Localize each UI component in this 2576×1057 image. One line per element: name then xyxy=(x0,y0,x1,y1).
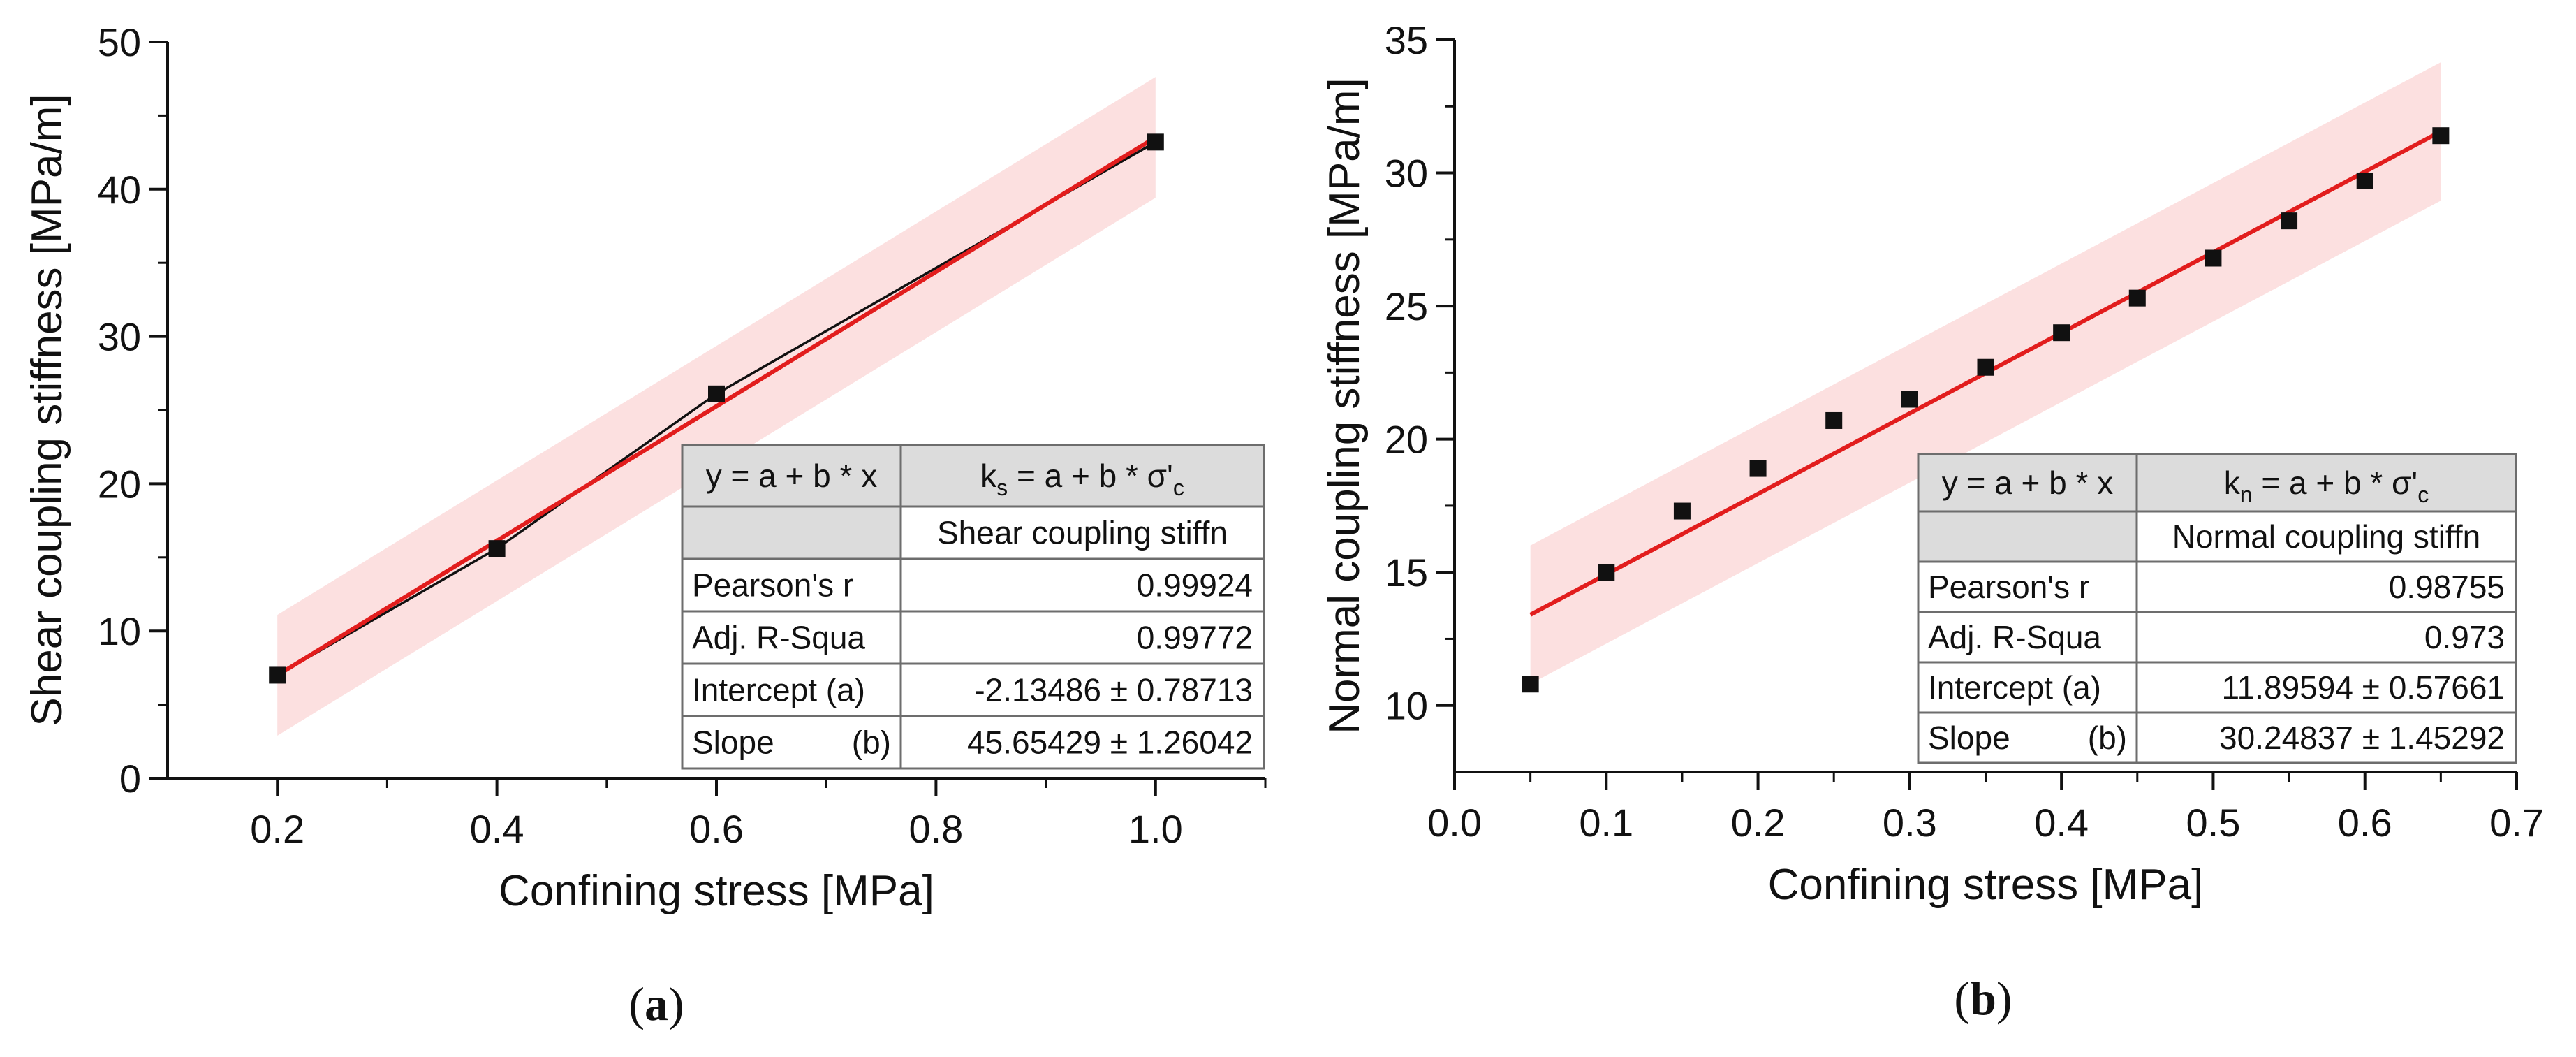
table-row-value: 0.99772 xyxy=(1137,620,1253,656)
table-row-label-suffix: (b) xyxy=(852,724,891,761)
x-tick-label: 0.2 xyxy=(250,807,304,851)
data-point xyxy=(2356,172,2373,189)
panel-label: (a) xyxy=(628,977,684,1030)
data-point xyxy=(2205,249,2222,267)
x-axis-title: Confining stress [MPa] xyxy=(1768,861,2204,909)
x-tick-label: 0.6 xyxy=(689,807,744,851)
table-row-label: Pearson's r xyxy=(692,567,853,604)
table-row-label-suffix: (b) xyxy=(2088,720,2127,756)
x-tick-label: 0.3 xyxy=(1883,801,1937,845)
y-tick-label: 20 xyxy=(1385,418,1428,462)
y-tick-label: 35 xyxy=(1385,18,1428,62)
data-point xyxy=(2281,212,2298,230)
data-point xyxy=(488,540,506,557)
equation-sigma-subscript: c xyxy=(1173,475,1184,500)
panel-label-open: ( xyxy=(1954,972,1970,1025)
y-tick-label: 30 xyxy=(98,315,141,359)
data-point xyxy=(2432,127,2450,145)
panel-label: (b) xyxy=(1954,972,2012,1025)
x-tick-label: 1.0 xyxy=(1128,807,1183,851)
x-tick-label: 0.8 xyxy=(908,807,963,851)
panel-label-close: ) xyxy=(1996,972,2012,1025)
table-row-label: Intercept (a) xyxy=(1928,669,2101,706)
x-tick-label: 0.4 xyxy=(2034,801,2089,845)
data-point xyxy=(1522,676,1539,693)
table-border xyxy=(681,444,1265,770)
table-row-value: 11.89594 ± 0.57661 xyxy=(2221,669,2505,706)
table-row-label: Adj. R-Squa xyxy=(692,620,865,656)
equation-sigma-subscript: c xyxy=(2417,482,2429,507)
x-tick-label: 0.6 xyxy=(2338,801,2392,845)
table-column-name: Normal coupling stiffn xyxy=(2172,518,2480,555)
x-tick-label: 0.5 xyxy=(2186,801,2240,845)
data-point xyxy=(1147,133,1164,151)
table-row-value: -2.13486 ± 0.78713 xyxy=(974,672,1253,708)
table-row-label: Slope xyxy=(692,724,774,761)
chart-panel-b: 0.0 0.1 0.2 0.3 0.4 0.5 0.6 0.7 10 15 20 25 30 35 Conf… xyxy=(1320,18,2544,1025)
table-model-equation: ks = a + b * σ'c xyxy=(980,458,1184,500)
equation-variable-subscript: n xyxy=(2240,482,2253,507)
y-tick-label: 30 xyxy=(1385,152,1428,196)
y-tick-label: 10 xyxy=(1385,684,1428,728)
x-tick-label: 0.1 xyxy=(1579,801,1633,845)
y-axis-title: Shear coupling stiffness [MPa/m] xyxy=(23,94,71,726)
table-row-label: Adj. R-Squa xyxy=(1928,619,2101,655)
table-row-value: 0.98755 xyxy=(2389,569,2505,605)
table-row-label: Slope xyxy=(1928,720,2010,756)
data-point xyxy=(1901,391,1918,408)
data-point xyxy=(2053,324,2070,342)
y-tick-label: 10 xyxy=(98,609,141,653)
data-point xyxy=(2128,289,2146,307)
data-point xyxy=(1673,502,1691,520)
table-row-value: 0.99924 xyxy=(1137,567,1253,604)
panel-label-letter: b xyxy=(1970,972,1996,1025)
y-tick-label: 15 xyxy=(1385,551,1428,595)
x-tick-label: 0.7 xyxy=(2489,801,2544,845)
equation-body: = a + b * σ' xyxy=(2253,465,2418,501)
fit-statistics-table: y = a + b * x kn = a + b * σ'c Normal coup… xyxy=(1917,453,2517,764)
panel-label-close: ) xyxy=(668,977,684,1030)
table-row-value: 0.973 xyxy=(2424,619,2505,655)
table-column-name: Shear coupling stiffn xyxy=(937,515,1228,551)
x-tick-label: 0.2 xyxy=(1731,801,1786,845)
panel-label-open: ( xyxy=(628,977,645,1030)
table-generic-equation: y = a + b * x xyxy=(706,458,877,494)
data-point xyxy=(1977,358,1994,376)
data-point xyxy=(1825,411,1843,429)
y-tick-label: 50 xyxy=(98,20,141,64)
y-tick-label: 40 xyxy=(98,168,141,212)
y-tick-label: 25 xyxy=(1385,284,1428,328)
table-row-label: Pearson's r xyxy=(1928,569,2089,605)
table-row-value: 30.24837 ± 1.45292 xyxy=(2219,720,2505,756)
table-model-equation: kn = a + b * σ'c xyxy=(2224,465,2429,507)
x-tick-label: 0.0 xyxy=(1427,801,1482,845)
chart-panel-a: 0.2 0.4 0.6 0.8 1.0 0 10 20 30 40 50 Confining stre… xyxy=(23,20,1267,1030)
table-border xyxy=(1917,453,2517,764)
y-tick-label: 0 xyxy=(119,757,141,801)
panel-label-letter: a xyxy=(645,977,668,1030)
table-generic-equation: y = a + b * x xyxy=(1942,465,2113,501)
x-tick-label: 0.4 xyxy=(470,807,524,851)
y-axis-title: Normal coupling stiffness [MPa/m] xyxy=(1320,78,1369,734)
equation-variable-subscript: s xyxy=(996,475,1008,500)
y-tick-label: 20 xyxy=(98,462,141,506)
equation-body: = a + b * σ' xyxy=(1008,458,1173,494)
table-column-name-bg xyxy=(2137,511,2516,562)
linear-fit-line xyxy=(276,136,1157,678)
equation-variable: k xyxy=(2224,465,2241,501)
x-axis-title: Confining stress [MPa] xyxy=(499,867,934,915)
data-point xyxy=(269,666,286,684)
table-row-value: 45.65429 ± 1.26042 xyxy=(967,724,1253,761)
table-column-name-bg xyxy=(901,506,1264,559)
table-row-label: Intercept (a) xyxy=(692,672,865,708)
fit-statistics-table: y = a + b * x ks = a + b * σ'c Shear coupl… xyxy=(681,444,1265,770)
data-point xyxy=(1598,564,1615,581)
data-point xyxy=(708,385,725,402)
equation-variable: k xyxy=(980,458,997,494)
data-point xyxy=(1749,460,1767,477)
